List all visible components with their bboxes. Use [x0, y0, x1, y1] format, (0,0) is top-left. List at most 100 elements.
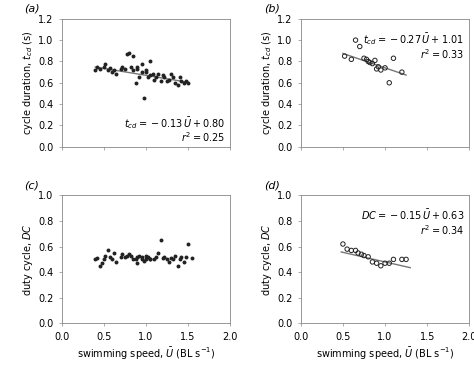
Y-axis label: duty cycle, $DC$: duty cycle, $DC$: [21, 223, 35, 296]
Point: [165, 77, 173, 83]
Point: [177, 254, 185, 260]
Point: [377, 263, 384, 269]
Point: [363, 56, 370, 62]
Point: [142, 256, 150, 262]
Point: [118, 251, 126, 257]
Point: [96, 66, 103, 72]
Point: [371, 58, 379, 64]
Point: [377, 67, 384, 73]
Point: [398, 69, 406, 75]
Point: [155, 71, 162, 77]
Point: [167, 71, 175, 77]
Point: [360, 253, 368, 259]
Point: [100, 64, 108, 70]
Y-axis label: duty cycle, $DC$: duty cycle, $DC$: [260, 223, 274, 296]
Point: [176, 256, 183, 262]
Point: [146, 72, 154, 78]
Point: [132, 80, 139, 86]
Point: [146, 256, 154, 262]
Point: [369, 61, 376, 67]
Point: [352, 37, 359, 43]
Point: [142, 67, 150, 73]
Point: [127, 64, 135, 70]
Point: [184, 241, 192, 247]
Point: [125, 251, 133, 257]
Point: [101, 61, 109, 67]
Point: [157, 237, 165, 243]
Point: [125, 50, 133, 56]
Text: (d): (d): [264, 180, 280, 190]
Point: [121, 66, 128, 72]
Point: [341, 53, 348, 59]
Point: [110, 250, 118, 256]
Point: [354, 250, 362, 256]
Point: [129, 67, 137, 73]
Point: [121, 254, 128, 260]
Point: [107, 65, 114, 71]
Point: [365, 254, 372, 260]
Point: [140, 95, 148, 101]
Point: [177, 77, 185, 83]
Point: [352, 247, 359, 253]
Point: [373, 66, 381, 72]
Point: [157, 77, 165, 83]
X-axis label: swimming speed, $\bar{U}$ (BL s$^{-1}$): swimming speed, $\bar{U}$ (BL s$^{-1}$): [316, 346, 454, 362]
Point: [93, 255, 101, 261]
Point: [109, 69, 116, 75]
Point: [347, 247, 355, 253]
Point: [381, 260, 389, 266]
Point: [390, 256, 397, 262]
Point: [134, 64, 141, 70]
Point: [366, 59, 374, 65]
Point: [167, 255, 175, 261]
Point: [138, 69, 146, 75]
Point: [365, 58, 372, 64]
Point: [138, 254, 146, 260]
Point: [161, 254, 168, 260]
Point: [385, 260, 393, 266]
Point: [100, 256, 108, 262]
Point: [117, 66, 124, 72]
Point: [172, 253, 179, 259]
Point: [159, 255, 166, 261]
Point: [182, 254, 190, 260]
X-axis label: swimming speed, $\bar{U}$ (BL s$^{-1}$): swimming speed, $\bar{U}$ (BL s$^{-1}$): [77, 346, 215, 362]
Point: [182, 77, 190, 83]
Text: $r^2=0.25$: $r^2=0.25$: [182, 130, 225, 144]
Text: (b): (b): [264, 4, 280, 14]
Point: [165, 259, 173, 265]
Point: [112, 259, 120, 265]
Point: [385, 80, 393, 86]
Point: [149, 71, 156, 77]
Point: [129, 256, 137, 262]
Point: [134, 66, 141, 72]
Point: [176, 74, 183, 80]
Point: [152, 74, 160, 80]
Point: [132, 256, 139, 262]
Text: $t_{cd}=-0.27\,\bar{U}+1.01$: $t_{cd}=-0.27\,\bar{U}+1.01$: [364, 32, 464, 47]
Text: $r^2=0.33$: $r^2=0.33$: [420, 47, 464, 61]
Point: [184, 80, 192, 86]
Text: $r^2=0.34$: $r^2=0.34$: [420, 224, 464, 237]
Point: [104, 247, 112, 253]
Point: [109, 256, 116, 262]
Point: [135, 74, 143, 80]
Point: [138, 256, 146, 262]
Point: [347, 56, 355, 62]
Point: [91, 256, 99, 262]
Point: [358, 251, 365, 257]
Point: [112, 71, 120, 77]
Point: [98, 260, 106, 266]
Point: [180, 80, 188, 86]
Point: [369, 259, 376, 265]
Point: [146, 58, 154, 64]
Point: [155, 250, 162, 256]
Point: [169, 256, 177, 262]
Point: [129, 53, 137, 59]
Point: [373, 260, 381, 266]
Point: [124, 253, 131, 259]
Point: [398, 256, 406, 262]
Point: [150, 77, 158, 83]
Point: [118, 64, 126, 70]
Point: [104, 67, 112, 73]
